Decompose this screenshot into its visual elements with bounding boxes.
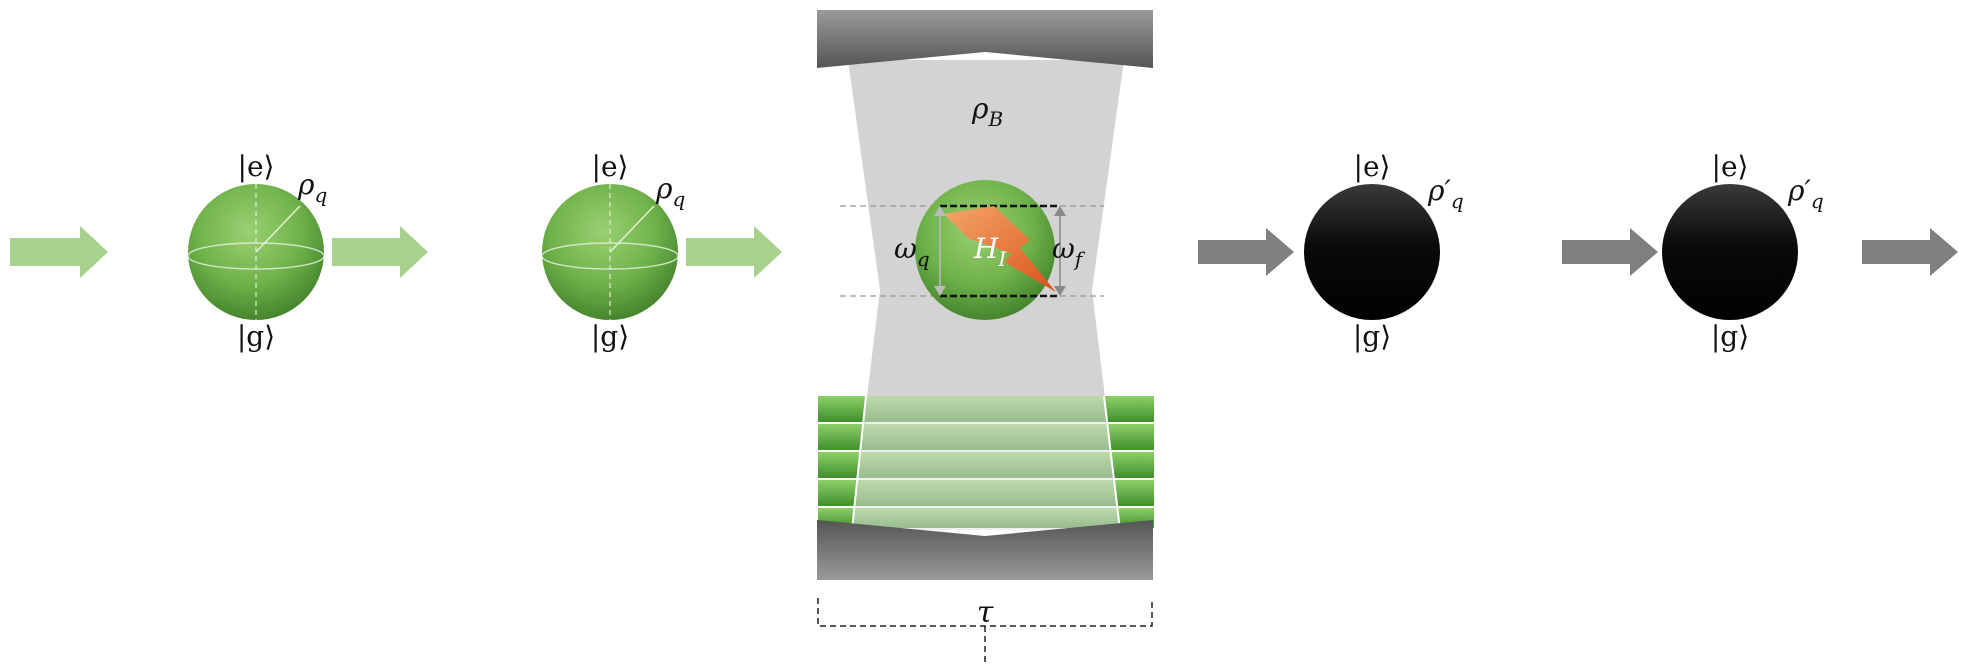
bloch-sphere-icon [1662,184,1798,320]
rho-q-label: ρq [297,168,327,207]
arrow-right-icon [1862,228,1958,276]
bottom-mirror [817,520,1153,580]
bloch-sphere-icon [541,184,679,320]
ket-g-label: |g⟩ [1353,320,1391,353]
bloch-sphere-icon [187,184,325,320]
ket-e-label: |e⟩ [1712,150,1749,183]
lightning-icon [944,206,1056,292]
rho-B-label: ρB [971,92,1003,131]
H-I-label: HI [973,232,1007,271]
tau-bracket [817,598,1153,664]
omega-q-label: ωq [894,232,930,271]
ket-e-label: |e⟩ [238,150,275,183]
arrow-right-icon [686,226,782,278]
rho-q-prime-label: ρ′q [1787,174,1824,213]
cavity [817,10,1154,580]
rho-q-prime-label: ρ′q [1427,174,1464,213]
arrow-right-icon [1562,228,1658,276]
rho-q-label: ρq [655,172,685,211]
ket-g-label: |g⟩ [1711,320,1749,353]
top-mirror [817,10,1153,68]
ket-e-label: |e⟩ [592,150,629,183]
ket-g-label: |g⟩ [591,320,629,353]
tau-label: τ [977,595,994,630]
bloch-sphere-icon [1304,184,1440,320]
arrow-right-icon [10,226,108,278]
ket-e-label: |e⟩ [1354,150,1391,183]
arrow-right-icon [1198,228,1294,276]
ket-g-label: |g⟩ [237,320,275,353]
arrow-right-icon [332,226,428,278]
